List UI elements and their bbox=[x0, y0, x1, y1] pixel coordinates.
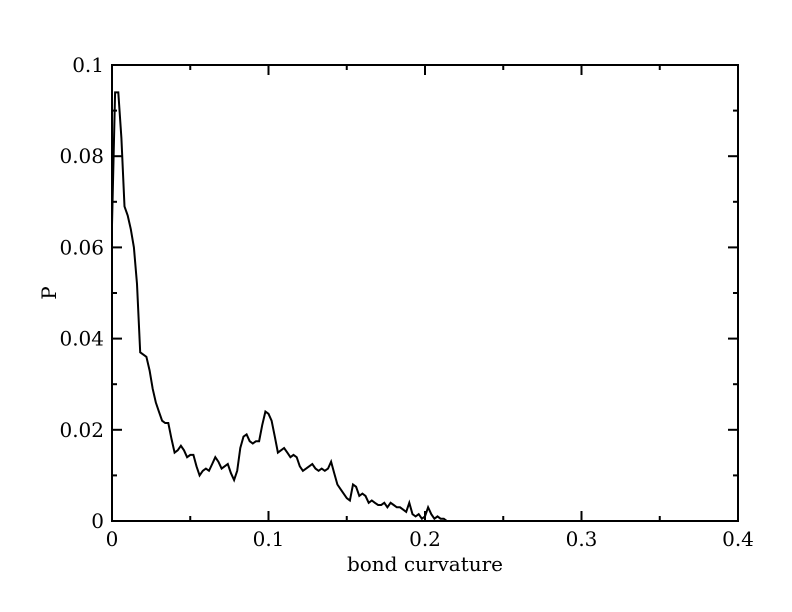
y-tick-label: 0.1 bbox=[72, 53, 104, 77]
plot-frame bbox=[111, 64, 739, 522]
x-tick-label: 0.4 bbox=[722, 527, 754, 551]
x-tick-label: 0.2 bbox=[409, 527, 441, 551]
y-tick-label: 0.04 bbox=[59, 327, 104, 351]
series-line bbox=[111, 91, 726, 522]
tick-labels-layer: 0 0.1 0.2 0.3 0.4 0 0.02 0.04 0.06 0.08 0.1 bbox=[59, 53, 753, 551]
y-axis-title: P bbox=[37, 286, 61, 299]
ticks-layer bbox=[111, 64, 739, 522]
y-tick-label: 0 bbox=[91, 509, 104, 533]
x-tick-label: 0 bbox=[106, 527, 119, 551]
x-tick-label: 0.1 bbox=[253, 527, 285, 551]
x-axis-title: bond curvature bbox=[347, 552, 503, 576]
x-tick-label: 0.3 bbox=[566, 527, 598, 551]
y-tick-label: 0.02 bbox=[59, 418, 104, 442]
y-tick-label: 0.06 bbox=[59, 235, 104, 259]
y-tick-label: 0.08 bbox=[59, 144, 104, 168]
